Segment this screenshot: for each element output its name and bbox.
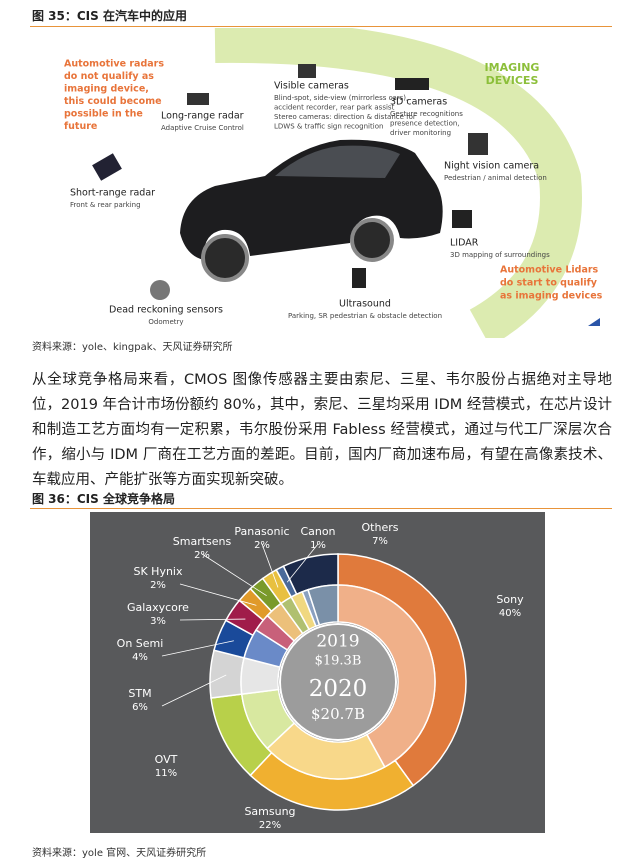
item-desc: Blind-spot, side-view (mirrorless cars), (274, 94, 408, 102)
rule (30, 26, 612, 27)
leader-line (201, 553, 267, 597)
donut-slice (337, 584, 436, 769)
section-label: DEVICES (486, 74, 539, 87)
item-name: Short-range radar (70, 188, 155, 199)
sensor-icon (298, 64, 316, 78)
value-label: 2% (194, 550, 210, 561)
item-name: 3D cameras (390, 97, 447, 108)
imaging-arc (214, 28, 582, 338)
donut-slice (209, 649, 245, 699)
category-label: Canon (300, 525, 335, 538)
sensor-icon (395, 78, 429, 90)
donut-chart: 2019 $19.3B 2020 $20.7B Sony 40% Samsung 22% OVT… (90, 512, 545, 833)
value-label: 4% (132, 652, 148, 663)
leader-line (161, 674, 227, 707)
sensor-icon (352, 268, 366, 288)
value-label: 1% (310, 540, 326, 551)
value-label: 2% (150, 580, 166, 591)
category-label: Panasonic (234, 525, 289, 538)
note-text: future (64, 121, 97, 132)
figure-caption: 图 35：CIS 在汽车中的应用 (32, 9, 187, 23)
center-total: $19.3B (315, 654, 362, 669)
leader-line (261, 543, 279, 588)
car-window (275, 145, 400, 178)
item-name: Dead reckoning sensors (109, 305, 223, 316)
note-text: do not qualify as (64, 71, 154, 82)
wheel (350, 218, 394, 262)
note-text: this could become (64, 96, 162, 107)
note-text: Automotive radars (64, 59, 164, 70)
sensor-icon (92, 153, 122, 181)
figure-source: 资料来源：yole 官网、天风证券研究所 (32, 848, 207, 859)
center-year: 2020 (309, 676, 368, 702)
figure-source: 资料来源：yole、kingpak、天风证券研究所 (32, 342, 233, 353)
sensor-icon (187, 93, 209, 105)
note-text: possible in the (64, 109, 143, 120)
category-label: Others (362, 521, 399, 534)
item-desc: 3D mapping of surroundings (450, 251, 550, 259)
item-name: Night vision camera (444, 161, 539, 172)
item-desc: Front & rear parking (70, 201, 141, 209)
item-desc: Parking, SR pedestrian & obstacle detect… (288, 312, 442, 320)
center-circle (279, 623, 397, 741)
item-name: Visible cameras (274, 81, 349, 92)
leader-line (179, 583, 257, 606)
leader-line (161, 640, 234, 657)
item-desc: Pedestrian / animal detection (444, 174, 547, 182)
item-name: Long-range radar (161, 111, 244, 122)
figure-caption: 图 36：CIS 全球竞争格局 (32, 492, 175, 506)
item-desc: LDWS & traffic sign recognition (274, 123, 383, 131)
value-label: 11% (155, 768, 177, 779)
note-text: Automotive Lidars (500, 265, 599, 276)
donut-slice (307, 584, 339, 626)
sensor-icon (452, 210, 472, 228)
item-desc: Stereo cameras: direction & distance for (274, 113, 416, 121)
note-text: imaging device, (64, 84, 149, 95)
center-total: $20.7B (311, 705, 365, 723)
item-desc: driver monitoring (390, 129, 451, 137)
category-label: Sony (496, 593, 524, 606)
item-name: Ultrasound (339, 299, 391, 310)
section-label: IMAGING (485, 61, 540, 74)
center-year: 2019 (316, 632, 359, 652)
item-name: LIDAR (450, 238, 479, 249)
leader-line (179, 618, 246, 621)
category-label: Smartsens (173, 535, 232, 548)
category-label: On Semi (117, 637, 164, 650)
item-desc: Odometry (148, 318, 183, 326)
value-label: 22% (259, 820, 281, 831)
value-label: 6% (132, 702, 148, 713)
item-desc: accident recorder, rear park assist (274, 104, 395, 112)
category-label: STM (128, 687, 151, 700)
rule (30, 508, 612, 509)
category-label: Galaxycore (127, 601, 189, 614)
item-desc: Gesture recognitions (390, 110, 463, 118)
value-label: 3% (150, 616, 166, 627)
corner-mark (588, 318, 600, 326)
wheel (201, 234, 249, 282)
body-text: 从全球竞争格局来看，CMOS 图像传感器主要由索尼、三星、韦尔股份占据绝对主导地… (32, 372, 612, 488)
value-label: 40% (499, 608, 521, 619)
item-desc: Adaptive Cruise Control (161, 124, 244, 132)
sensor-icon (468, 133, 488, 155)
category-label: Samsung (244, 805, 295, 818)
sensor-icon (150, 280, 170, 300)
category-label: OVT (155, 753, 178, 766)
category-label: SK Hynix (133, 565, 183, 578)
leader-line (286, 543, 319, 583)
note-text: do start to qualify (500, 278, 598, 289)
note-text: as imaging devices (500, 291, 603, 302)
item-desc: presence detection, (390, 120, 460, 128)
value-label: 2% (254, 540, 270, 551)
value-label: 7% (372, 536, 388, 547)
